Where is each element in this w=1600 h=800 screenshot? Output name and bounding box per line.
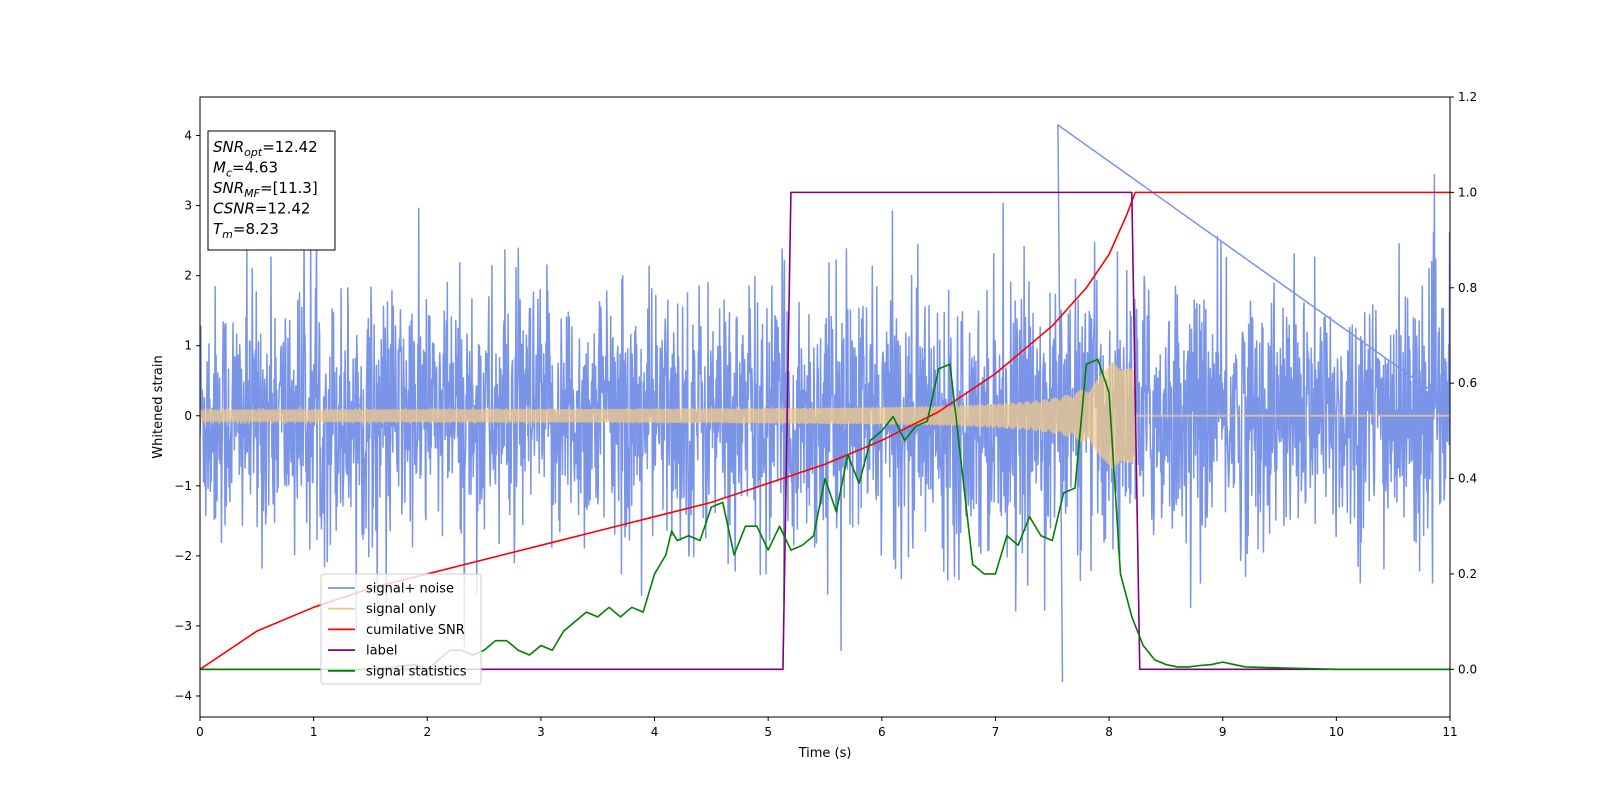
x-tick-label: 11: [1442, 725, 1457, 739]
x-tick-label: 5: [764, 725, 772, 739]
y-tick-label: 4: [184, 129, 192, 143]
legend-label: signal+ noise: [366, 582, 454, 597]
annotation-box: SNRopt=12.42Mc=4.63SNRMF=[11.3]CSNR=12.4…: [207, 130, 336, 251]
y-tick-label: 2: [184, 269, 192, 283]
y2-tick-label: 0.8: [1458, 281, 1477, 295]
legend-label: signal only: [366, 602, 436, 617]
x-tick-label: 4: [651, 725, 659, 739]
y2-tick-label: 1.0: [1458, 185, 1477, 199]
y-tick-label: 3: [184, 199, 192, 213]
y2-tick-label: 0.0: [1458, 662, 1477, 676]
signal-statistics-line: [200, 358, 1450, 671]
annotation-frame: [207, 130, 336, 251]
annotation-line: Mc=4.63: [213, 159, 278, 180]
annotation-line: SNRMF=[11.3]: [213, 179, 318, 200]
x-tick-label: 9: [1219, 725, 1227, 739]
y-tick-label: −1: [174, 479, 192, 493]
y-tick-label: −2: [174, 549, 192, 563]
x-axis-label: Time (s): [798, 746, 852, 761]
axes: 0 1 2 3 4 5 6 7 8 9 10 11 −4 −3 −2 −1 0 1 2 3 4 0.0 0.2 0.4 0.6 0…: [174, 90, 1477, 739]
x-tick-label: 3: [537, 725, 545, 739]
y-axis-label: Whitened strain: [151, 355, 166, 458]
x-tick-label: 6: [878, 725, 886, 739]
label-line: [200, 191, 1450, 671]
signal-only-line: [200, 362, 1450, 469]
annotation-line: CSNR=12.42: [213, 200, 310, 218]
legend-frame: [320, 573, 482, 685]
y-tick-label: −4: [174, 689, 192, 703]
plot-frame: [199, 96, 1451, 718]
legend-label: label: [366, 644, 397, 659]
signal-only-series: [200, 362, 1450, 469]
legend-label: cumilative SNR: [366, 623, 465, 638]
y2-tick-label: 1.2: [1458, 90, 1477, 104]
y-tick-label: 1: [184, 339, 192, 353]
legend-label: signal statistics: [366, 664, 467, 679]
x-tick-label: 0: [196, 725, 204, 739]
x-tick-label: 8: [1105, 725, 1113, 739]
x-tick-label: 2: [423, 725, 431, 739]
y-tick-label: −3: [174, 619, 192, 633]
annotation-line: Tm=8.23: [213, 220, 279, 241]
y2-tick-label: 0.6: [1458, 376, 1477, 390]
x-tick-label: 10: [1329, 725, 1344, 739]
x-tick-label: 7: [992, 725, 1000, 739]
x-tick-label: 1: [310, 725, 318, 739]
y2-tick-label: 0.4: [1458, 472, 1477, 486]
signal-noise-line: [200, 124, 1450, 682]
y-tick-label: 0: [184, 409, 192, 423]
y2-tick-label: 0.2: [1458, 567, 1477, 581]
annotation-line: SNRopt=12.42: [213, 138, 318, 159]
signal-noise-series: [200, 124, 1450, 682]
legend: signal+ noise signal only cumilative SNR la…: [320, 573, 482, 685]
